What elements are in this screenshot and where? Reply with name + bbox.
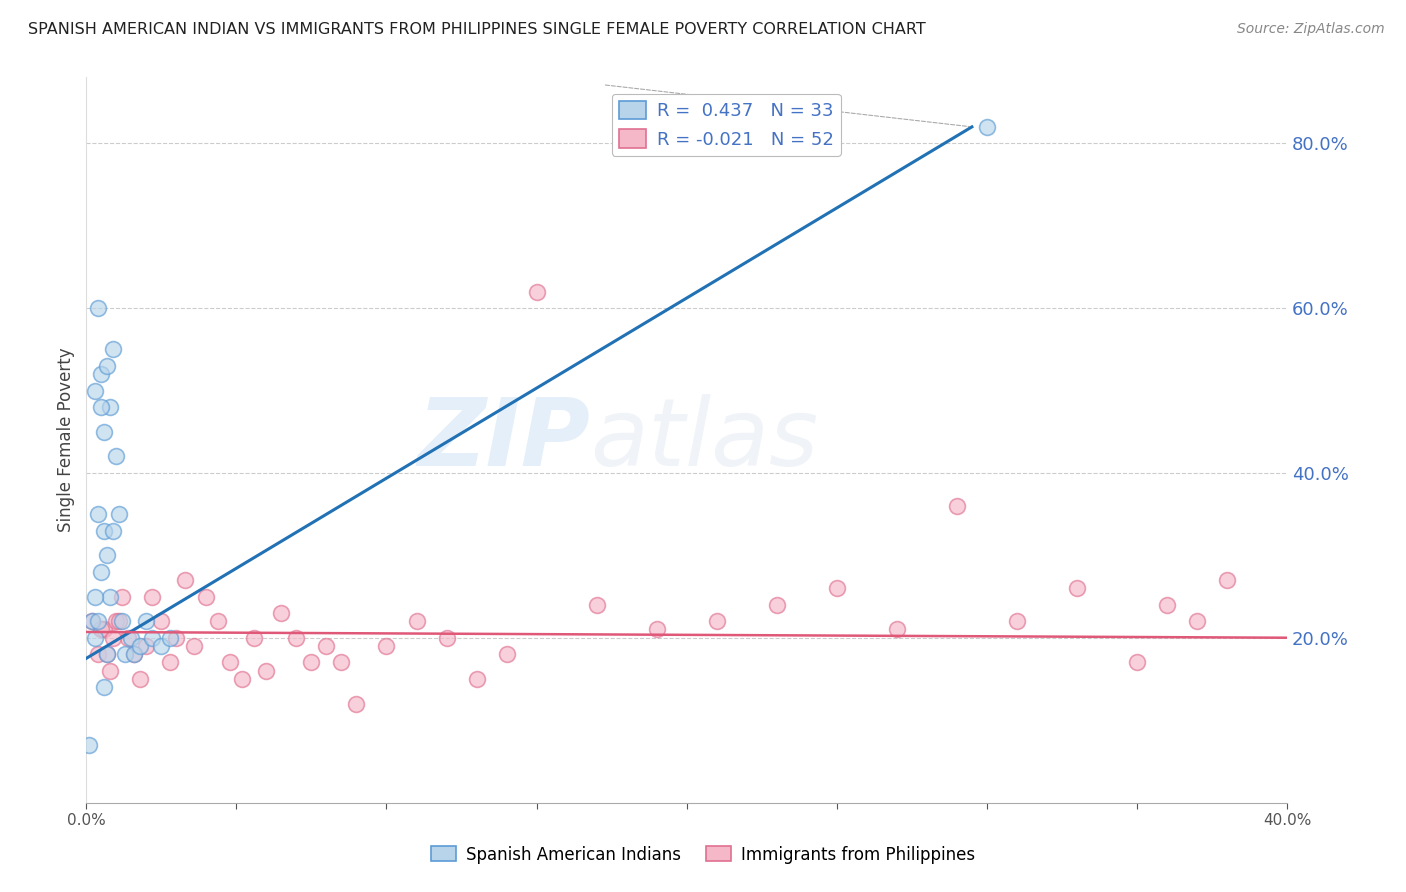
Point (87, 301, 110, 315)
Point (436, 631, 458, 645)
Point (526, 285, 548, 299)
Point (114, 647, 136, 661)
Point (84, 384, 107, 398)
Point (90, 367, 112, 381)
Point (108, 507, 131, 521)
Point (315, 639, 337, 653)
Point (141, 631, 163, 645)
Point (1066, 582, 1088, 596)
Point (159, 656, 181, 670)
Point (79, 738, 101, 752)
Point (301, 656, 323, 670)
Point (141, 590, 163, 604)
Point (93, 623, 115, 637)
Point (93, 524, 115, 538)
Point (150, 639, 173, 653)
Text: SPANISH AMERICAN INDIAN VS IMMIGRANTS FROM PHILIPPINES SINGLE FEMALE POVERTY COR: SPANISH AMERICAN INDIAN VS IMMIGRANTS FR… (28, 22, 927, 37)
Point (111, 590, 134, 604)
Text: ZIP: ZIP (418, 394, 591, 486)
Point (886, 623, 908, 637)
Point (375, 639, 398, 653)
Point (330, 656, 353, 670)
Point (645, 623, 668, 637)
Point (117, 631, 139, 645)
Point (1126, 656, 1149, 670)
Point (129, 639, 152, 653)
Text: Source: ZipAtlas.com: Source: ZipAtlas.com (1237, 22, 1385, 37)
Y-axis label: Single Female Poverty: Single Female Poverty (58, 348, 75, 533)
Point (243, 631, 266, 645)
Point (124, 647, 146, 661)
Point (84, 631, 107, 645)
Point (159, 631, 181, 645)
Point (1156, 598, 1178, 612)
Point (96, 647, 118, 661)
Point (103, 343, 125, 357)
Point (93, 425, 115, 439)
Point (946, 499, 969, 513)
Point (98, 664, 121, 678)
Point (585, 598, 607, 612)
Point (495, 647, 517, 661)
Point (93, 680, 115, 694)
Point (98, 590, 121, 604)
Point (135, 639, 157, 653)
Point (120, 631, 142, 645)
Point (82, 614, 104, 628)
Point (82, 614, 104, 628)
Point (90, 623, 112, 637)
Point (465, 672, 488, 686)
Point (124, 647, 146, 661)
Point (87, 507, 110, 521)
Legend: R =  0.437   N = 33, R = -0.021   N = 52: R = 0.437 N = 33, R = -0.021 N = 52 (612, 94, 841, 156)
Point (96, 549, 118, 563)
Point (98, 400, 121, 414)
Point (976, 120, 998, 134)
Point (129, 672, 152, 686)
Point (706, 614, 728, 628)
Point (90, 400, 112, 414)
Point (346, 697, 368, 711)
Point (165, 631, 187, 645)
Point (219, 656, 242, 670)
Point (150, 614, 173, 628)
Point (1005, 614, 1028, 628)
Point (207, 614, 229, 628)
Point (183, 639, 205, 653)
Text: atlas: atlas (591, 394, 818, 485)
Point (825, 582, 848, 596)
Point (135, 614, 157, 628)
Point (87, 614, 110, 628)
Point (105, 450, 128, 464)
Point (108, 614, 131, 628)
Legend: Spanish American Indians, Immigrants from Philippines: Spanish American Indians, Immigrants fro… (425, 839, 981, 871)
Point (285, 631, 308, 645)
Point (96, 647, 118, 661)
Point (1185, 614, 1208, 628)
Point (405, 614, 427, 628)
Point (84, 590, 107, 604)
Point (254, 664, 277, 678)
Point (90, 565, 112, 579)
Point (231, 672, 253, 686)
Point (195, 590, 218, 604)
Point (103, 631, 125, 645)
Point (174, 573, 197, 587)
Point (111, 614, 134, 628)
Point (105, 614, 128, 628)
Point (765, 598, 787, 612)
Point (1216, 573, 1239, 587)
Point (96, 359, 118, 373)
Point (87, 647, 110, 661)
Point (103, 524, 125, 538)
Point (270, 606, 292, 620)
